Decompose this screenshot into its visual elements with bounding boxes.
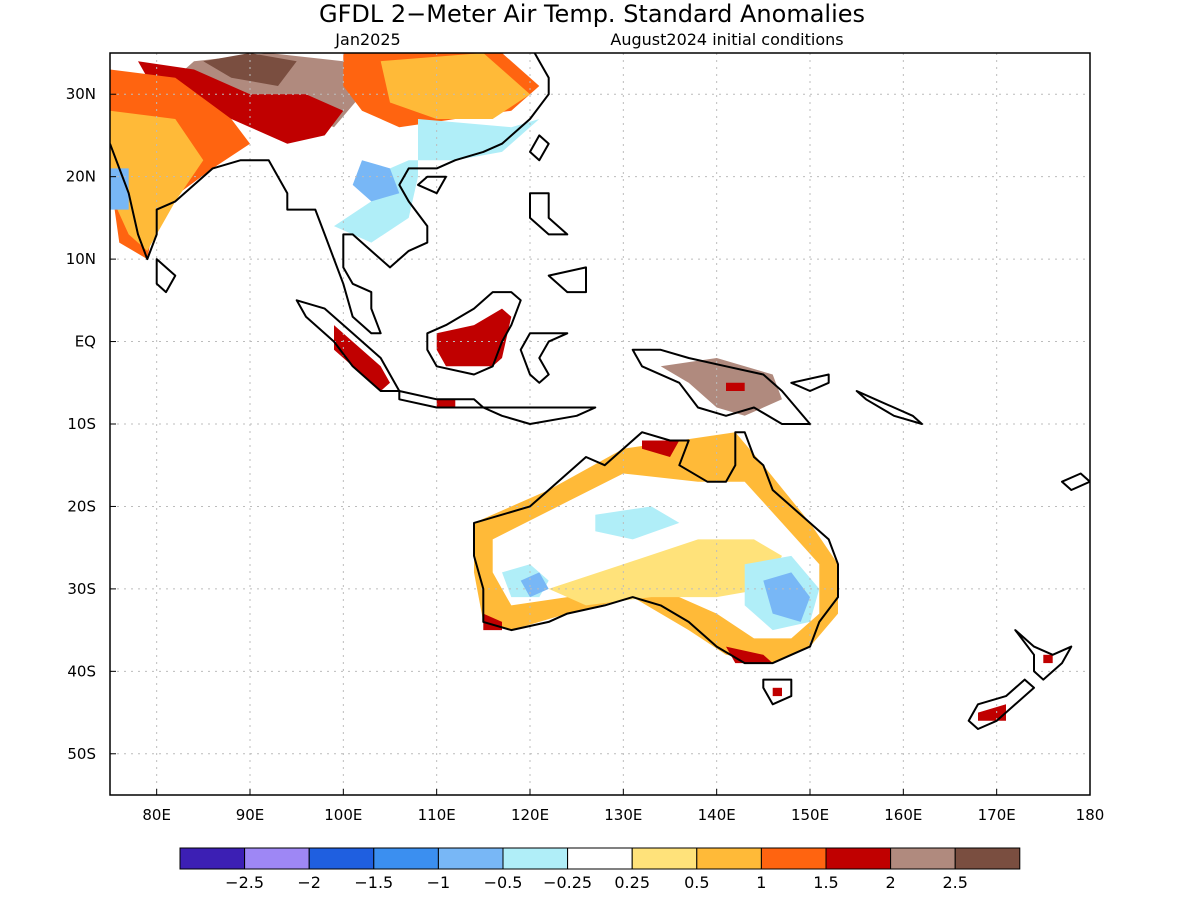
coastline-lesser-sunda bbox=[482, 406, 597, 425]
legend-swatch bbox=[760, 847, 827, 870]
anomaly-region-laos-cool bbox=[352, 160, 400, 202]
lon-tick-label: 160E bbox=[884, 806, 922, 824]
coastline-solomons bbox=[855, 390, 923, 425]
map-title: GFDL 2−Meter Air Temp. Standard Anomalie… bbox=[319, 0, 865, 28]
coastline-nz-north bbox=[1014, 629, 1073, 681]
coastline-asia-mainland bbox=[110, 53, 550, 335]
color-legend: −2.5 −2 −1.5 −1 −0.5 −0.25 0.25 0.5 1 1.5 2 2.5 bbox=[179, 847, 1021, 892]
legend-swatch bbox=[631, 847, 698, 870]
anomaly-region-borneo-warm bbox=[436, 308, 512, 367]
anomaly-region-australia-nt-cool bbox=[595, 506, 680, 540]
longitude-tick-labels: 80E 90E 100E 110E 120E 130E 140E 150E 160E 170E 18… bbox=[142, 789, 1104, 824]
anomaly-region-new-guinea-red bbox=[726, 382, 745, 391]
coastline-borneo bbox=[426, 291, 522, 376]
legend-label: −1 bbox=[427, 873, 451, 892]
lat-tick-label: 40S bbox=[67, 662, 96, 680]
legend-label: 0.5 bbox=[684, 873, 709, 892]
anomaly-region-tibet-core bbox=[203, 53, 297, 86]
plot-area bbox=[110, 53, 1090, 795]
subtitle-month: Jan2025 bbox=[334, 30, 400, 49]
lat-tick-label: 50S bbox=[67, 745, 96, 763]
coastline-sri-lanka bbox=[155, 258, 177, 294]
legend-label: 0.25 bbox=[614, 873, 650, 892]
legend-label: −2.5 bbox=[225, 873, 264, 892]
legend-swatch bbox=[308, 847, 375, 870]
anomaly-region-new-zealand-red bbox=[978, 704, 1006, 721]
lat-tick-label: EQ bbox=[75, 333, 96, 351]
legend-swatch bbox=[437, 847, 504, 870]
coastline-tasmania bbox=[762, 678, 793, 706]
legend-swatch bbox=[244, 847, 310, 870]
anomaly-region-tasmania-red bbox=[772, 687, 782, 697]
legend-swatch bbox=[179, 847, 246, 870]
coastline-nz-south bbox=[967, 678, 1035, 730]
coastline-hainan bbox=[417, 175, 447, 195]
anomaly-region-java-warm bbox=[436, 399, 456, 408]
coastline-new-guinea bbox=[631, 348, 811, 425]
coastline-taiwan bbox=[529, 134, 550, 162]
lat-tick-label: 10S bbox=[67, 415, 96, 433]
legend-label: −0.25 bbox=[543, 873, 592, 892]
lon-tick-label: 170E bbox=[978, 806, 1016, 824]
lon-tick-label: 180 bbox=[1076, 806, 1105, 824]
lon-tick-label: 120E bbox=[511, 806, 549, 824]
legend-label: −1.5 bbox=[354, 873, 393, 892]
coastlines bbox=[110, 53, 1090, 730]
subtitle-initial-conditions: August2024 initial conditions bbox=[610, 30, 843, 49]
coastline-australia bbox=[473, 431, 839, 665]
lon-tick-label: 80E bbox=[142, 806, 171, 824]
lon-tick-label: 90E bbox=[236, 806, 265, 824]
legend-label: 1.5 bbox=[813, 873, 838, 892]
lon-tick-label: 110E bbox=[418, 806, 456, 824]
legend-label: −0.5 bbox=[484, 873, 523, 892]
anomaly-region-himalaya-warm bbox=[138, 61, 344, 144]
legend-swatch bbox=[825, 847, 892, 870]
lat-tick-label: 30S bbox=[67, 580, 96, 598]
lon-tick-label: 100E bbox=[324, 806, 362, 824]
lon-tick-label: 140E bbox=[698, 806, 736, 824]
legend-label: −2 bbox=[297, 873, 321, 892]
legend-swatch bbox=[890, 847, 956, 870]
legend-label: 2 bbox=[886, 873, 896, 892]
legend-label: 1 bbox=[756, 873, 766, 892]
lat-tick-label: 20S bbox=[67, 497, 96, 515]
coastline-mindanao bbox=[547, 266, 587, 294]
lon-tick-label: 130E bbox=[604, 806, 642, 824]
anomaly-region-australia-east-blue bbox=[763, 572, 810, 622]
latitude-tick-labels: 30N 20N 10N EQ 10S 20S 30S 40S 50S bbox=[66, 85, 116, 763]
coastline-new-britain bbox=[790, 373, 830, 392]
anomaly-region-china-orange bbox=[380, 53, 530, 119]
legend-swatch bbox=[567, 847, 633, 870]
anomaly-region-india-west-cool bbox=[110, 168, 129, 210]
anomaly-region-australia-sw-blue bbox=[520, 572, 549, 598]
lat-tick-label: 20N bbox=[66, 168, 96, 186]
coastline-vanuatu-fiji bbox=[1061, 472, 1090, 491]
map-gridlines bbox=[110, 53, 1090, 795]
legend-swatch bbox=[373, 847, 439, 870]
legend-swatch bbox=[696, 847, 762, 870]
lon-tick-label: 150E bbox=[791, 806, 829, 824]
lat-tick-label: 30N bbox=[66, 85, 96, 103]
lat-tick-label: 10N bbox=[66, 250, 96, 268]
coastline-luzon bbox=[529, 192, 569, 236]
legend-label: 2.5 bbox=[942, 873, 967, 892]
anomaly-region-new-zealand-north-red bbox=[1043, 654, 1053, 664]
coastline-sumatra bbox=[295, 299, 401, 392]
coastline-sulawesi bbox=[519, 332, 569, 384]
anomaly-region-australia-n-red bbox=[642, 440, 680, 457]
legend-swatch bbox=[502, 847, 569, 870]
legend-swatch bbox=[954, 847, 1021, 870]
